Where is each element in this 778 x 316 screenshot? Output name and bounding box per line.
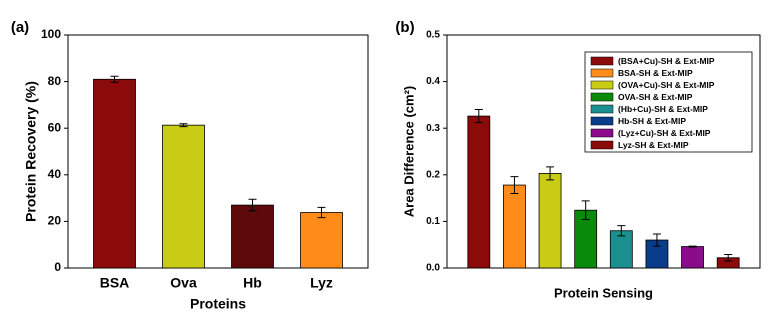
legend-label: Hb-SH & Ext-MIP (618, 116, 686, 126)
y-axis-label: Protein Recovery (%) (23, 81, 39, 222)
y-tick-label: 0.2 (426, 169, 440, 180)
legend-label: OVA-SH & Ext-MIP (618, 92, 693, 102)
legend-swatch (590, 68, 614, 78)
legend-label: (Hb+Cu)-SH & Ext-MIP (618, 104, 708, 114)
x-tick-label: Lyz (310, 275, 333, 291)
error-bar (248, 198, 257, 212)
legend-swatch (590, 116, 614, 126)
legend-swatch (590, 80, 614, 90)
x-tick-label: BSA (100, 275, 130, 291)
axes-frame (446, 34, 761, 269)
error-bar (617, 225, 626, 237)
y-tick-label: 20 (48, 214, 62, 228)
error-bar (510, 176, 519, 194)
legend-label: (Lyz+Cu)-SH & Ext-MIP (618, 128, 711, 138)
bar (538, 173, 562, 269)
legend-swatch (590, 140, 614, 150)
error-bar (110, 75, 119, 83)
x-tick-label: Ova (170, 275, 197, 291)
error-bar (688, 245, 697, 248)
legend-swatch (590, 104, 614, 114)
error-bar (652, 233, 661, 247)
bar (300, 212, 343, 269)
y-tick-label: 40 (48, 167, 62, 181)
bar (503, 184, 526, 269)
x-tick-label: Hb (243, 275, 262, 291)
y-tick-label: 60 (48, 120, 62, 134)
error-bar (546, 166, 555, 181)
bar (681, 246, 704, 269)
y-axis-label: Area Difference (cm²) (401, 86, 416, 218)
y-tick-label: 0.3 (426, 123, 440, 134)
legend-swatch (590, 92, 614, 102)
panel-label: (a) (11, 19, 29, 36)
legend-swatch (590, 56, 614, 66)
bar (467, 115, 491, 269)
y-tick-label: 0.4 (426, 76, 440, 87)
bar (162, 124, 205, 269)
y-tick-label: 0 (54, 260, 61, 274)
x-axis-label: Protein Sensing (554, 285, 653, 300)
x-axis-label: Proteins (190, 296, 246, 312)
y-tick-label: 0.0 (426, 263, 440, 274)
panel-label: (b) (395, 19, 414, 36)
legend-swatch (590, 128, 614, 138)
y-tick-label: 0.1 (426, 216, 440, 227)
bar (93, 78, 136, 269)
legend-label: (BSA+Cu)-SH & Ext-MIP (618, 56, 715, 66)
y-tick-label: 0.5 (426, 30, 440, 41)
bar (231, 204, 274, 269)
error-bar (317, 206, 326, 219)
y-tick-label: 80 (48, 74, 62, 88)
y-tick-label: 100 (41, 27, 61, 41)
legend-label: (OVA+Cu)-SH & Ext-MIP (618, 80, 715, 90)
legend-label: Lyz-SH & Ext-MIP (618, 140, 689, 150)
error-bar (724, 253, 733, 262)
error-bar (179, 123, 188, 128)
legend-label: BSA-SH & Ext-MIP (618, 68, 693, 78)
error-bar (581, 200, 590, 221)
error-bar (474, 109, 483, 124)
axes-frame (67, 34, 369, 269)
